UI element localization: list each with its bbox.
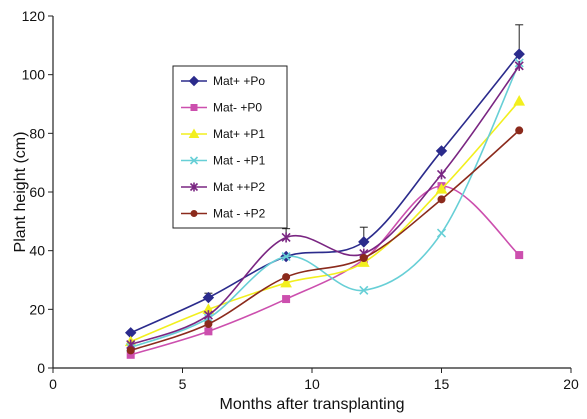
y-tick-label: 100 xyxy=(22,67,46,83)
data-point xyxy=(126,350,135,359)
data-point xyxy=(281,232,291,243)
y-tick-label: 40 xyxy=(29,243,45,259)
data-point xyxy=(359,254,368,262)
data-point xyxy=(436,228,447,238)
x-tick-label: 20 xyxy=(563,376,579,392)
legend-marker xyxy=(190,210,198,217)
legend-label: Mat ++P2 xyxy=(213,180,265,194)
x-tick-label: 10 xyxy=(304,376,320,392)
legend-marker xyxy=(189,156,199,165)
y-tick-label: 20 xyxy=(29,301,45,317)
data-point xyxy=(202,291,215,304)
data-point xyxy=(435,145,448,157)
data-point xyxy=(435,183,448,194)
data-point xyxy=(359,285,369,295)
data-point xyxy=(515,126,524,135)
x-tick-label: 5 xyxy=(179,376,187,392)
x-tick-label: 0 xyxy=(49,376,57,392)
legend-item: Mat- +P0 xyxy=(181,101,262,115)
legend-label: Mat - +P2 xyxy=(213,207,266,221)
legend-label: Mat- +P0 xyxy=(213,101,262,115)
series-line xyxy=(130,100,520,343)
legend-marker xyxy=(188,75,200,87)
x-axis-label: Months after transplanting xyxy=(220,396,405,413)
y-tick-label: 80 xyxy=(29,125,45,141)
y-tick-label: 60 xyxy=(29,184,45,200)
legend-marker xyxy=(188,128,200,138)
series-line xyxy=(130,129,520,352)
data-point xyxy=(281,251,291,262)
data-point xyxy=(437,195,446,204)
legend-item: Mat+ +P1 xyxy=(181,127,265,141)
data-point xyxy=(513,48,525,60)
data-point xyxy=(282,295,291,304)
y-axis-label: Plant height (cm) xyxy=(12,132,29,253)
data-point xyxy=(203,310,213,321)
legend-item: Mat - +P2 xyxy=(181,207,266,221)
series-4 xyxy=(126,60,524,350)
data-point xyxy=(204,320,213,328)
data-point xyxy=(515,251,524,260)
legend-marker xyxy=(190,104,198,111)
legend-item: Mat ++P2 xyxy=(181,180,265,194)
legend-item: Mat - +P1 xyxy=(181,154,266,168)
y-tick-label: 0 xyxy=(37,360,45,376)
series-5 xyxy=(126,126,524,355)
legend-box xyxy=(172,65,288,229)
legend-label: Mat+ +Po xyxy=(213,74,265,88)
data-point xyxy=(514,60,524,71)
x-tick-label: 15 xyxy=(434,376,450,392)
data-point xyxy=(358,236,370,248)
data-point xyxy=(126,346,135,355)
data-point xyxy=(280,276,292,288)
data-point xyxy=(436,169,447,180)
legend-marker xyxy=(189,182,199,192)
legend-label: Mat - +P1 xyxy=(213,154,266,168)
y-tick-label: 120 xyxy=(22,8,46,24)
legend-item: Mat+ +Po xyxy=(181,74,265,88)
legend-label: Mat+ +P1 xyxy=(213,127,265,141)
data-point xyxy=(204,327,213,336)
series-0 xyxy=(124,24,525,339)
data-point xyxy=(282,273,291,282)
data-point xyxy=(513,95,526,106)
